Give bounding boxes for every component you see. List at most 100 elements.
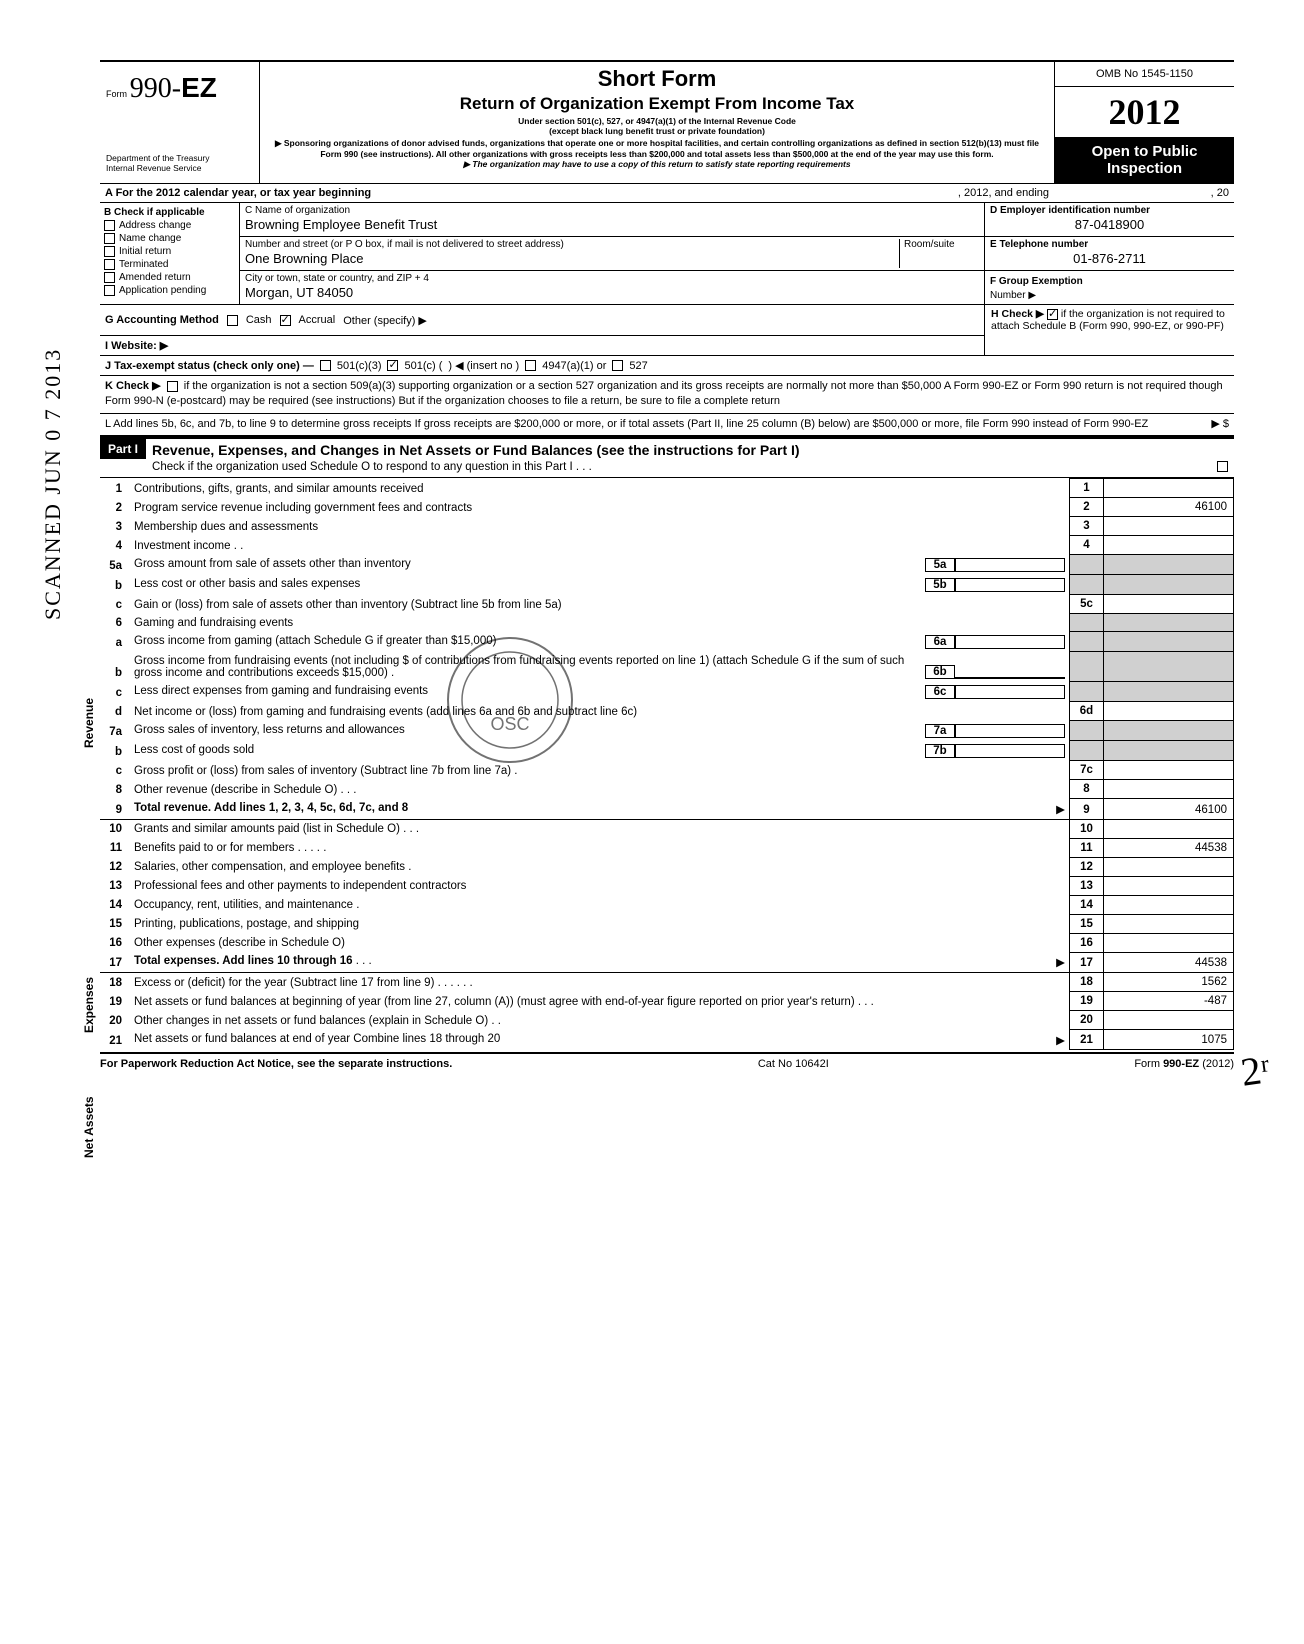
- subtitle-1: Under section 501(c), 527, or 4947(a)(1)…: [268, 116, 1046, 126]
- lines-wrap: Revenue Expenses Net Assets 1Contributio…: [100, 478, 1234, 1050]
- j-501c: 501(c) (: [404, 360, 442, 372]
- subtitle-2: (except black lung benefit trust or priv…: [268, 126, 1046, 136]
- g-label: G Accounting Method: [105, 314, 219, 326]
- line-11: 11Benefits paid to or for members . . . …: [100, 838, 1234, 857]
- chk-4947[interactable]: [525, 360, 536, 371]
- line-4: 4Investment income . .4: [100, 536, 1234, 555]
- chk-h[interactable]: [1047, 309, 1058, 320]
- chk-name-change[interactable]: Name change: [104, 233, 235, 244]
- line-1: 1Contributions, gifts, grants, and simil…: [100, 479, 1234, 498]
- label-expenses: Expenses: [82, 977, 96, 1033]
- b-title: B Check if applicable: [104, 207, 205, 218]
- chk-application-pending[interactable]: Application pending: [104, 285, 235, 296]
- form-header: Form 990-EZ Department of the Treasury I…: [100, 60, 1234, 184]
- note-1: ▶ Sponsoring organizations of donor advi…: [268, 138, 1046, 158]
- k-label: K Check ▶: [105, 380, 161, 392]
- cash-label: Cash: [246, 314, 272, 326]
- line-10: 10Grants and similar amounts paid (list …: [100, 819, 1234, 838]
- accrual-label: Accrual: [299, 314, 336, 326]
- chk-501c[interactable]: [387, 360, 398, 371]
- f-cell: F Group Exemption Number ▶: [985, 271, 1234, 303]
- line-6a: a Gross income from gaming (attach Sched…: [100, 632, 1234, 652]
- label-revenue: Revenue: [82, 698, 96, 748]
- chk-k[interactable]: [167, 381, 178, 392]
- h-box: H Check ▶ if the organization is not req…: [984, 305, 1234, 335]
- row-i: I Website: ▶: [100, 335, 1234, 355]
- h-box-cont: [984, 335, 1234, 355]
- footer-mid: Cat No 10642I: [758, 1058, 829, 1070]
- footer-right: Form 990-EZ (2012): [1134, 1058, 1234, 1070]
- footer-left: For Paperwork Reduction Act Notice, see …: [100, 1058, 452, 1070]
- city-cell: City or town, state or country, and ZIP …: [240, 271, 984, 304]
- header-left: Form 990-EZ Department of the Treasury I…: [100, 62, 260, 183]
- tax-year: 2012: [1055, 87, 1234, 137]
- org-city: Morgan, UT 84050: [245, 284, 979, 302]
- note-2: ▶ The organization may have to use a cop…: [268, 159, 1046, 169]
- inspection-label: Inspection: [1107, 160, 1182, 177]
- lines-table: 1Contributions, gifts, grants, and simil…: [100, 478, 1234, 1050]
- chk-501c3[interactable]: [320, 360, 331, 371]
- line-19: 19Net assets or fund balances at beginni…: [100, 992, 1234, 1011]
- line-18: 18Excess or (deficit) for the year (Subt…: [100, 973, 1234, 992]
- line-9: 9Total revenue. Add lines 1, 2, 3, 4, 5c…: [100, 799, 1234, 820]
- f-label2: Number ▶: [990, 290, 1036, 301]
- chk-cash[interactable]: [227, 315, 238, 326]
- part1-check-text: Check if the organization used Schedule …: [152, 461, 592, 473]
- year-suffix: 12: [1145, 92, 1181, 132]
- chk-527[interactable]: [612, 360, 623, 371]
- j-501c3: 501(c)(3): [337, 360, 382, 372]
- e-label: E Telephone number: [990, 239, 1229, 250]
- line-14: 14Occupancy, rent, utilities, and mainte…: [100, 895, 1234, 914]
- title-return: Return of Organization Exempt From Incom…: [268, 94, 1046, 114]
- omb-number: OMB No 1545-1150: [1055, 62, 1234, 87]
- line-21: 21Net assets or fund balances at end of …: [100, 1030, 1234, 1050]
- line-6b: b Gross income from fundraising events (…: [100, 652, 1234, 682]
- org-name-cell: C Name of organization Browning Employee…: [240, 203, 984, 237]
- header-center: Short Form Return of Organization Exempt…: [260, 62, 1054, 183]
- year-prefix: 20: [1109, 92, 1145, 132]
- h-label: H Check ▶: [991, 308, 1044, 320]
- open-label: Open to Public: [1092, 143, 1198, 160]
- line-13: 13Professional fees and other payments t…: [100, 876, 1234, 895]
- line-7a: 7a Gross sales of inventory, less return…: [100, 721, 1234, 741]
- line-5c: cGain or (loss) from sale of assets othe…: [100, 595, 1234, 614]
- row-l: L Add lines 5b, 6c, and 7b, to line 9 to…: [100, 413, 1234, 437]
- i-label: I Website: ▶: [105, 339, 168, 352]
- d-cell: D Employer identification number 87-0418…: [985, 203, 1234, 237]
- line-16: 16Other expenses (describe in Schedule O…: [100, 933, 1234, 952]
- line-6c: c Less direct expenses from gaming and f…: [100, 682, 1234, 702]
- l-arrow: ▶ $: [1211, 417, 1229, 432]
- line-12: 12Salaries, other compensation, and empl…: [100, 857, 1234, 876]
- col-c: C Name of organization Browning Employee…: [240, 203, 984, 304]
- l-text: L Add lines 5b, 6c, and 7b, to line 9 to…: [105, 417, 1211, 432]
- col-def: D Employer identification number 87-0418…: [984, 203, 1234, 304]
- phone-value: 01-876-2711: [990, 250, 1229, 268]
- row-a: A For the 2012 calendar year, or tax yea…: [100, 184, 1234, 203]
- open-to-public: Open to Public Inspection: [1055, 137, 1234, 183]
- chk-terminated[interactable]: Terminated: [104, 259, 235, 270]
- chk-initial-return[interactable]: Initial return: [104, 246, 235, 257]
- chk-part1-scho[interactable]: [1217, 461, 1228, 472]
- title-short-form: Short Form: [268, 66, 1046, 92]
- addr-label: Number and street (or P O box, if mail i…: [245, 239, 899, 250]
- header-right: OMB No 1545-1150 2012 Open to Public Ins…: [1054, 62, 1234, 183]
- row-gh: G Accounting Method Cash Accrual Other (…: [100, 305, 1234, 335]
- c-name-label: C Name of organization: [245, 205, 979, 216]
- chk-amended[interactable]: Amended return: [104, 272, 235, 283]
- line-17: 17Total expenses. Add lines 10 through 1…: [100, 952, 1234, 973]
- line-6d: dNet income or (loss) from gaming and fu…: [100, 702, 1234, 721]
- a-label: A For the 2012 calendar year, or tax yea…: [105, 187, 371, 199]
- chk-address-change[interactable]: Address change: [104, 220, 235, 231]
- org-address: One Browning Place: [245, 250, 899, 268]
- line-7b: b Less cost of goods sold7b: [100, 741, 1234, 761]
- line-8: 8Other revenue (describe in Schedule O) …: [100, 780, 1234, 799]
- info-block: B Check if applicable Address change Nam…: [100, 203, 1234, 305]
- part1-label: Part I: [100, 439, 146, 459]
- k-text: if the organization is not a section 509…: [105, 380, 1223, 407]
- org-name: Browning Employee Benefit Trust: [245, 216, 979, 234]
- handwriting: 2ʳ: [1238, 1045, 1273, 1096]
- room-label: Room/suite: [904, 239, 979, 250]
- line-15: 15Printing, publications, postage, and s…: [100, 914, 1234, 933]
- chk-accrual[interactable]: [280, 315, 291, 326]
- city-label: City or town, state or country, and ZIP …: [245, 273, 979, 284]
